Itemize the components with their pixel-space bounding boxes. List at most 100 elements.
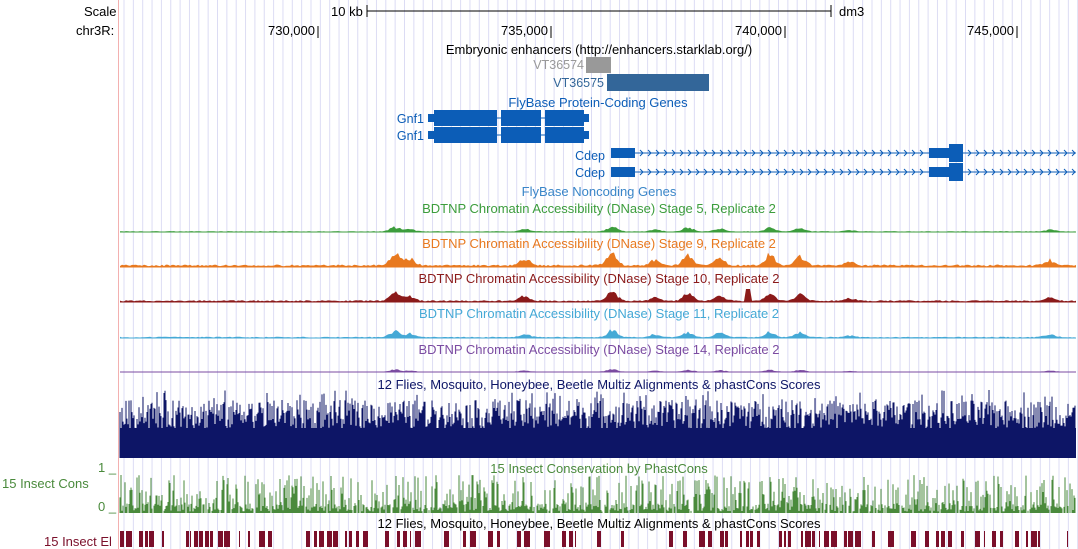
dnase-stage14-title[interactable]: BDTNP Chromatin Accessibility (DNase) St…	[418, 342, 780, 357]
dnase-signal	[120, 226, 1076, 232]
conserved-element	[757, 531, 760, 547]
elements-track-title[interactable]: 12 Flies, Mosquito, Honeybee, Beetle Mul…	[377, 516, 821, 531]
strand-arrow	[855, 149, 860, 157]
conserved-element	[314, 531, 317, 547]
gene-exon	[545, 110, 584, 126]
strand-arrow	[711, 168, 716, 176]
conserved-element	[683, 531, 687, 547]
strand-arrow	[975, 149, 980, 157]
gene-label-gnf1[interactable]: Gnf1	[396, 129, 424, 143]
gene-exon	[611, 148, 635, 158]
strand-arrow	[1031, 168, 1036, 176]
strand-arrow	[999, 149, 1004, 157]
conserved-element	[1067, 531, 1068, 547]
strand-arrow	[887, 149, 892, 157]
conserved-element	[517, 531, 521, 547]
conserved-element	[444, 531, 449, 547]
strand-arrow	[639, 149, 644, 157]
strand-arrow	[703, 168, 708, 176]
conserved-element	[621, 531, 624, 547]
conserved-element	[575, 531, 576, 547]
multiz-track-title[interactable]: 12 Flies, Mosquito, Honeybee, Beetle Mul…	[377, 377, 821, 392]
conserved-element	[855, 531, 861, 547]
conserved-element	[463, 531, 466, 547]
gene-label-cdep[interactable]: Cdep	[575, 149, 605, 163]
strand-arrow	[1007, 149, 1012, 157]
strand-arrow	[983, 149, 988, 157]
gene-label-gnf1[interactable]: Gnf1	[396, 112, 424, 126]
conserved-element	[349, 531, 352, 547]
conserved-element	[333, 531, 338, 547]
conserved-element	[597, 531, 601, 547]
enhancer-feature-vt36575[interactable]	[607, 74, 709, 91]
conserved-element	[812, 531, 815, 547]
strand-arrow	[751, 168, 756, 176]
strand-arrow	[919, 149, 924, 157]
conserved-element	[120, 531, 124, 547]
strand-arrow	[791, 168, 796, 176]
dnase-stage11-title[interactable]: BDTNP Chromatin Accessibility (DNase) St…	[418, 306, 780, 321]
conserved-element	[210, 531, 213, 547]
strand-arrow	[1063, 149, 1068, 157]
phastcons-track-title[interactable]: 15 Insect Conservation by PhastCons	[490, 461, 708, 476]
dnase-stage5-title[interactable]: BDTNP Chromatin Accessibility (DNase) St…	[422, 201, 776, 216]
strand-arrow	[775, 149, 780, 157]
gene-exon	[929, 167, 949, 177]
strand-arrow	[663, 168, 668, 176]
gene-label-cdep[interactable]: Cdep	[575, 166, 605, 180]
strand-arrow	[831, 168, 836, 176]
strand-arrow	[903, 168, 908, 176]
strand-arrow	[1007, 168, 1012, 176]
conserved-element	[248, 531, 250, 547]
gene-exon	[949, 144, 963, 162]
conserved-element	[319, 531, 324, 547]
strand-arrow	[911, 168, 916, 176]
elements-side-label[interactable]: 15 Insect El	[44, 534, 112, 549]
strand-arrow	[1039, 168, 1044, 176]
scale-label: Scale	[84, 4, 117, 19]
ruler-position: 740,000	[735, 23, 782, 38]
enhancers-track-title[interactable]: Embryonic enhancers (http://enhancers.st…	[445, 42, 753, 57]
strand-arrow	[879, 168, 884, 176]
phastcons-side-label[interactable]: 15 Insect Cons	[2, 476, 89, 491]
strand-arrow	[743, 149, 748, 157]
strand-arrow	[991, 168, 996, 176]
conserved-element	[488, 531, 493, 547]
genes-track-title[interactable]: FlyBase Protein-Coding Genes	[508, 95, 688, 110]
conserved-element	[725, 531, 728, 547]
dnase-stage9-title[interactable]: BDTNP Chromatin Accessibility (DNase) St…	[422, 236, 776, 251]
strand-arrow	[783, 168, 788, 176]
strand-arrow	[1063, 168, 1068, 176]
strand-arrow	[919, 168, 924, 176]
strand-arrow	[663, 149, 668, 157]
strand-arrow	[863, 168, 868, 176]
conserved-element	[356, 531, 359, 547]
enhancer-feature-vt36574[interactable]	[586, 57, 611, 73]
strand-arrow	[1039, 149, 1044, 157]
strand-arrow	[863, 149, 868, 157]
conserved-element	[544, 531, 550, 547]
gene-exon	[929, 148, 949, 158]
label-column-divider	[118, 0, 119, 549]
conserved-element	[948, 531, 952, 547]
conserved-element	[831, 531, 837, 547]
strand-arrow	[727, 149, 732, 157]
strand-arrow	[647, 168, 652, 176]
strand-arrow	[751, 149, 756, 157]
dnase-signal	[120, 252, 1076, 267]
strand-arrow	[1023, 168, 1028, 176]
strand-arrow	[839, 168, 844, 176]
gene-utr	[584, 114, 589, 122]
conserved-element	[199, 531, 203, 547]
conserved-element	[327, 531, 332, 547]
enhancer-label-vt36575[interactable]: VT36575	[553, 76, 604, 90]
conserved-element	[1026, 531, 1028, 547]
strand-arrow	[711, 149, 716, 157]
dnase-signal	[120, 329, 1076, 338]
noncoding-track-title[interactable]: FlyBase Noncoding Genes	[521, 184, 677, 199]
strand-arrow	[799, 168, 804, 176]
enhancer-label-vt36574[interactable]: VT36574	[533, 58, 584, 72]
dnase-stage10-title[interactable]: BDTNP Chromatin Accessibility (DNase) St…	[418, 271, 780, 286]
strand-arrow	[831, 149, 836, 157]
